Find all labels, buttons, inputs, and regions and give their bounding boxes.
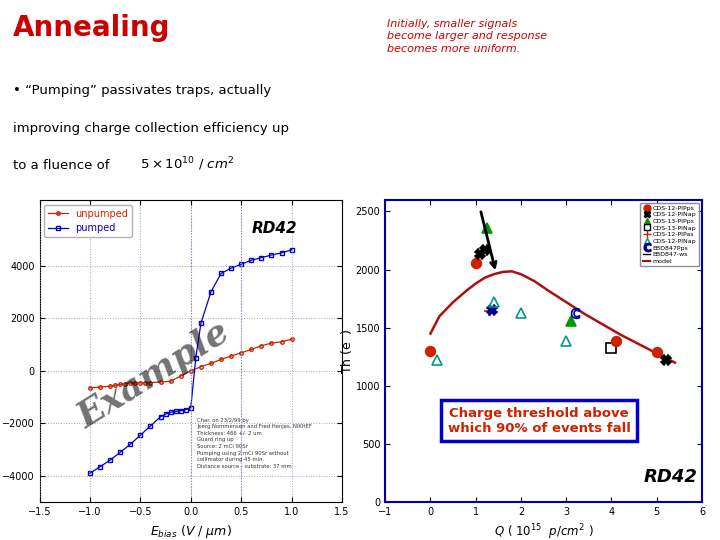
Text: Charge threshold above
which 90% of events fall: Charge threshold above which 90% of even… xyxy=(448,407,631,435)
unpumped xyxy=(267,340,276,346)
pumped xyxy=(86,470,94,476)
unpumped xyxy=(146,379,155,386)
pumped xyxy=(166,409,175,415)
pumped xyxy=(106,457,114,463)
unpumped xyxy=(141,380,150,386)
X-axis label: $Q\ (\ 10^{15}\ \ p/cm^2\ )$: $Q\ (\ 10^{15}\ \ p/cm^2\ )$ xyxy=(494,523,593,540)
unpumped xyxy=(86,384,94,391)
pumped xyxy=(176,408,185,414)
unpumped xyxy=(197,363,205,370)
Text: $5\times10^{10}\ /\ cm^2$: $5\times10^{10}\ /\ cm^2$ xyxy=(140,155,235,173)
unpumped xyxy=(96,384,104,390)
unpumped xyxy=(287,336,296,342)
unpumped xyxy=(277,339,286,345)
unpumped xyxy=(227,353,235,359)
unpumped xyxy=(136,380,145,386)
Line: unpumped: unpumped xyxy=(89,338,293,389)
unpumped xyxy=(121,380,130,387)
pumped xyxy=(237,261,246,267)
Legend: unpumped, pumped: unpumped, pumped xyxy=(45,205,132,237)
Text: RD42: RD42 xyxy=(251,221,297,236)
unpumped xyxy=(176,373,185,379)
pumped xyxy=(186,404,195,411)
Text: • “Pumping” passivates traps, actually: • “Pumping” passivates traps, actually xyxy=(13,84,271,97)
pumped xyxy=(136,432,145,438)
pumped xyxy=(257,254,266,261)
pumped xyxy=(267,252,276,258)
pumped xyxy=(146,423,155,429)
pumped xyxy=(96,463,104,470)
unpumped xyxy=(247,346,256,353)
unpumped xyxy=(156,379,165,385)
pumped xyxy=(207,288,215,295)
pumped xyxy=(126,441,135,448)
Line: pumped: pumped xyxy=(89,248,293,475)
unpumped xyxy=(217,356,225,363)
unpumped xyxy=(207,360,215,367)
pumped xyxy=(277,249,286,256)
Text: Initially, smaller signals
become larger and response
becomes more uniform.: Initially, smaller signals become larger… xyxy=(387,19,547,53)
Text: Char. on 23/2/99 by
Joerg Nommensen and Fred Henjes, NIKHEF
Thickness: 466 +/- 2: Char. on 23/2/99 by Joerg Nommensen and … xyxy=(197,417,312,469)
Text: RD42: RD42 xyxy=(643,468,697,486)
unpumped xyxy=(166,378,175,384)
pumped xyxy=(247,257,256,264)
pumped xyxy=(287,247,296,253)
pumped xyxy=(156,414,165,420)
unpumped xyxy=(186,368,195,374)
unpumped xyxy=(237,349,246,356)
pumped xyxy=(116,449,125,455)
Text: improving charge collection efficiency up: improving charge collection efficiency u… xyxy=(13,122,289,134)
pumped xyxy=(227,265,235,272)
unpumped xyxy=(116,381,125,388)
unpumped xyxy=(126,380,135,386)
Text: to a fluence of: to a fluence of xyxy=(13,159,109,172)
X-axis label: $E_{bias}\ (V\ /\ \mu m)$: $E_{bias}\ (V\ /\ \mu m)$ xyxy=(150,523,232,539)
pumped xyxy=(192,354,200,361)
unpumped xyxy=(111,382,120,389)
unpumped xyxy=(257,342,266,349)
Legend: CDS-12-PIPps, CDS-12-PINap, CDS-13-PIPps, CDS-13-PINap, CDS-12-PIPas, CDS-12-PIN: CDS-12-PIPps, CDS-12-PINap, CDS-13-PIPps… xyxy=(640,203,699,266)
pumped xyxy=(197,320,205,327)
unpumped xyxy=(131,380,140,386)
pumped xyxy=(217,270,225,276)
Text: Annealing: Annealing xyxy=(13,14,171,42)
unpumped xyxy=(106,383,114,389)
pumped xyxy=(161,411,170,417)
pumped xyxy=(171,408,180,415)
Y-axis label: Th (e$^{-}$): Th (e$^{-}$) xyxy=(339,328,354,374)
pumped xyxy=(181,407,190,413)
Text: Example: Example xyxy=(72,315,237,435)
